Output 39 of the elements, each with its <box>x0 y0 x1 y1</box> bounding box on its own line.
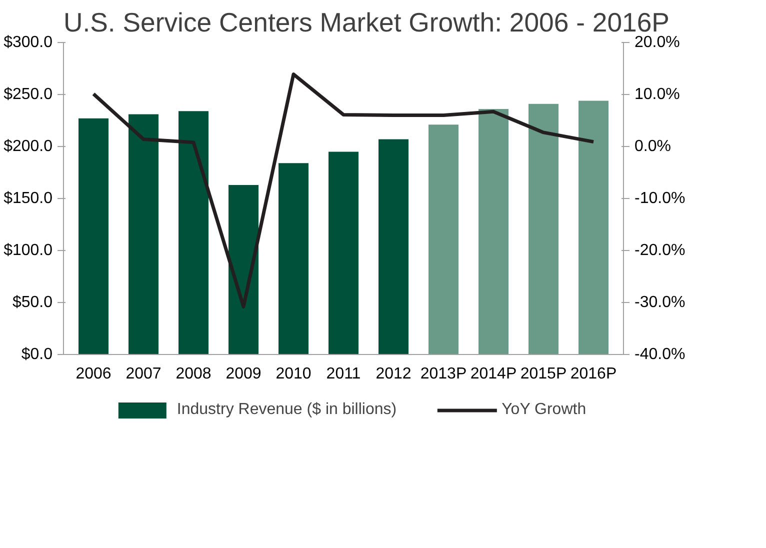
bar <box>578 100 608 354</box>
y2-tick-label: -10.0% <box>634 190 686 207</box>
x-tick-label: 2010 <box>276 366 312 382</box>
y2-tick-label: 10.0% <box>634 86 680 103</box>
x-tick-label: 2015P <box>520 366 567 382</box>
y-tick-label: $250.0 <box>4 86 53 103</box>
y2-tick-label: -40.0% <box>634 346 686 363</box>
x-tick-label: 2016P <box>570 366 617 382</box>
y2-tick-label: -30.0% <box>634 294 686 311</box>
y2-tick-label: 20.0% <box>634 34 680 51</box>
y-tick-label: $50.0 <box>12 294 53 311</box>
x-tick-label: 2011 <box>326 366 361 382</box>
x-tick-label: 2012 <box>376 366 412 382</box>
legend-label: YoY Growth <box>502 401 586 419</box>
bar <box>78 118 108 354</box>
bar <box>328 152 358 354</box>
bar <box>378 139 408 354</box>
x-tick-label: 2009 <box>226 366 262 382</box>
legend-label: Industry Revenue ($ in billions) <box>176 401 397 419</box>
x-tick-label: 2007 <box>126 366 162 382</box>
y-tick-label: $0.0 <box>21 346 53 363</box>
y2-tick-label: 0.0% <box>634 138 671 155</box>
y-tick-label: $150.0 <box>4 190 53 207</box>
line-series <box>92 72 596 308</box>
bar <box>178 111 208 354</box>
y-tick-label: $100.0 <box>4 242 53 259</box>
x-tick-label: 2008 <box>176 366 212 382</box>
x-tick-label: 2006 <box>76 366 112 382</box>
y-tick-label: $200.0 <box>4 138 53 155</box>
bar <box>228 184 258 354</box>
bar <box>128 114 158 354</box>
y-tick-label: $300.0 <box>4 34 53 51</box>
bar <box>478 109 508 354</box>
bar <box>428 124 458 354</box>
y2-tick-label: -20.0% <box>634 242 686 259</box>
bar <box>278 163 308 354</box>
x-tick-label: 2013P <box>420 366 467 382</box>
bar <box>528 104 558 354</box>
x-tick-label: 2014P <box>470 366 517 382</box>
